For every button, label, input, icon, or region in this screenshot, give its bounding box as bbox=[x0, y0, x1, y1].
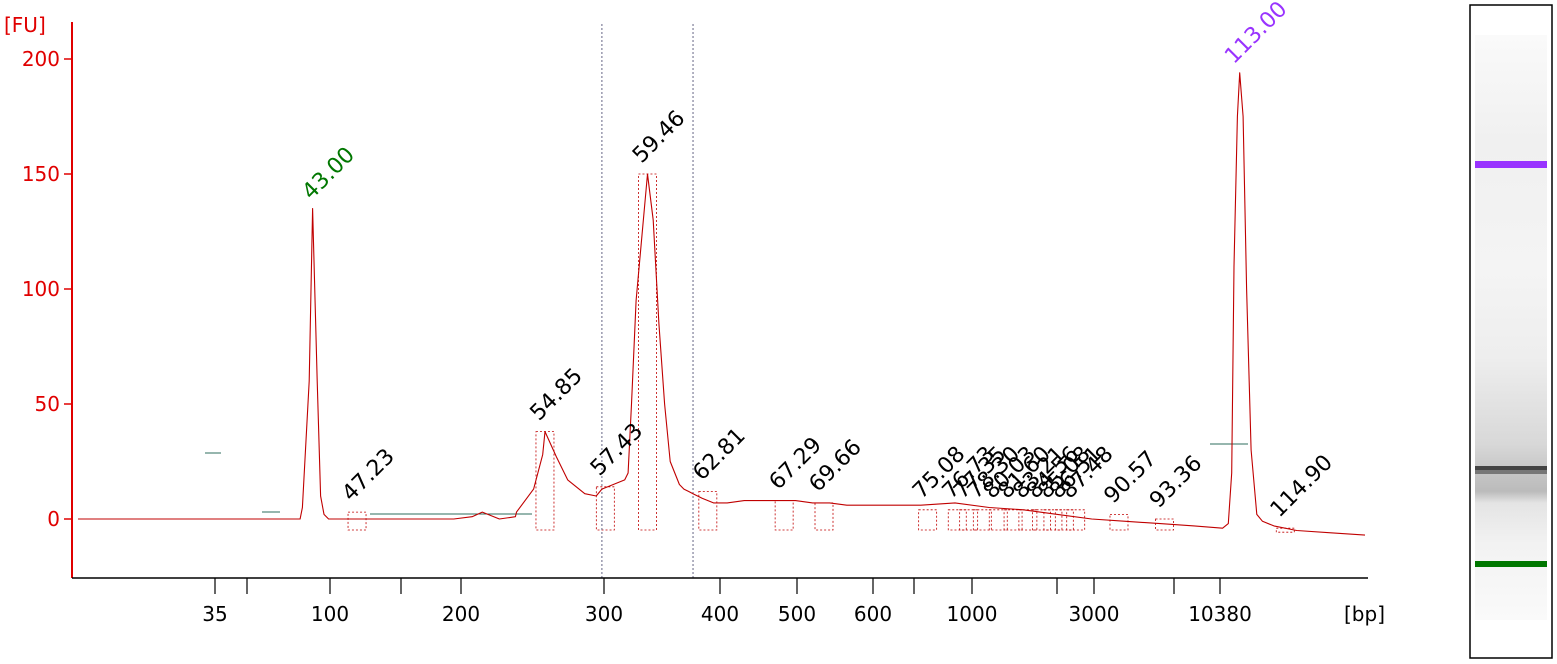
gel-lane-background bbox=[1475, 35, 1547, 620]
x-tick-label: 300 bbox=[585, 602, 623, 626]
x-tick-label: 600 bbox=[854, 602, 892, 626]
peak-integration-box bbox=[1018, 509, 1038, 531]
y-tick-label: 150 bbox=[22, 162, 60, 186]
x-tick-label: 1000 bbox=[947, 602, 998, 626]
gel-lower-marker-band bbox=[1475, 561, 1547, 567]
x-tick-label: 10380 bbox=[1188, 602, 1252, 626]
x-tick-label: 35 bbox=[202, 602, 227, 626]
x-tick-label: 100 bbox=[311, 602, 349, 626]
gel-main-band bbox=[1475, 466, 1547, 470]
peak-integration-box bbox=[1109, 514, 1129, 531]
peak-integration-box bbox=[1054, 509, 1074, 531]
peak-integration-box bbox=[595, 486, 615, 531]
x-tick-label: 500 bbox=[778, 602, 816, 626]
gel-main-band-shadow bbox=[1475, 470, 1547, 474]
x-tick-label: 400 bbox=[701, 602, 739, 626]
electropherogram-chart: 0 50 100 150 200 [FU] 35 100 200 300 400 500 600 1000… bbox=[4, 0, 1385, 626]
y-tick-label: 100 bbox=[22, 277, 60, 301]
y-tick-label: 50 bbox=[35, 392, 60, 416]
peak-integration-box bbox=[1155, 518, 1174, 531]
peak-integration-box bbox=[347, 511, 367, 531]
x-tick-label: 3000 bbox=[1069, 602, 1120, 626]
y-axis-title: [FU] bbox=[4, 13, 46, 37]
peak-integration-box bbox=[1032, 509, 1051, 531]
axis-layer: 0 50 100 150 200 [FU] 35 100 200 300 400 500 600 1000… bbox=[4, 13, 1385, 626]
peak-integration-box bbox=[698, 490, 718, 531]
peak-integration-box bbox=[988, 509, 1008, 531]
peak-integration-box bbox=[1043, 509, 1063, 531]
x-tick-label: 200 bbox=[442, 602, 480, 626]
y-tick-label: 200 bbox=[22, 47, 60, 71]
peak-integration-box bbox=[947, 509, 967, 531]
peak-integration-box bbox=[972, 509, 992, 531]
peak-integration-box bbox=[918, 509, 938, 531]
trace-line-fluorescence bbox=[78, 72, 1366, 536]
peak-integration-box bbox=[1066, 509, 1086, 531]
gel-upper-marker-band bbox=[1475, 161, 1547, 168]
peak-integration-box bbox=[1003, 509, 1023, 531]
y-tick-label: 0 bbox=[47, 507, 60, 531]
trace-layer bbox=[78, 24, 1366, 578]
peak-integration-box bbox=[959, 509, 979, 531]
x-axis-title: [bp] bbox=[1344, 602, 1385, 626]
